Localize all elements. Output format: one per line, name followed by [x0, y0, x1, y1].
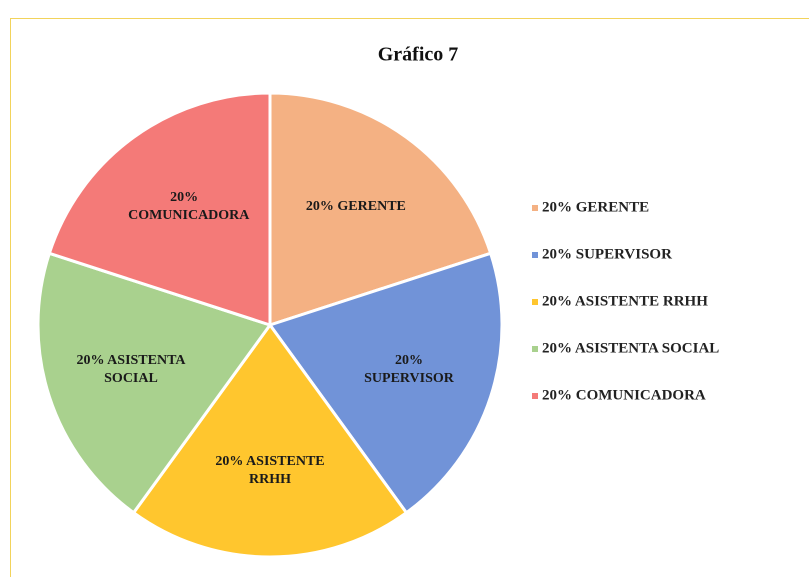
legend-entry: 20% COMUNICADORA	[542, 387, 706, 404]
legend-entry: 20% ASISTENTE RRHH	[542, 293, 708, 310]
slice-label: 20% SUPERVISOR	[364, 353, 454, 387]
pie-slice	[131, 322, 409, 559]
legend-marker	[532, 205, 538, 211]
slice-label: 20% ASISTENTE RRHH	[215, 454, 325, 488]
legend-marker	[532, 299, 538, 305]
legend-marker	[532, 393, 538, 399]
legend-entry: 20% SUPERVISOR	[542, 246, 672, 263]
pie-slice	[36, 251, 273, 515]
legend-entry: 20% GERENTE	[542, 199, 650, 216]
slice-label: 20% ASISTENTA SOCIAL	[76, 353, 186, 387]
legend-marker	[532, 346, 538, 352]
chart-title: Gráfico 7	[377, 43, 459, 66]
chart-frame	[10, 18, 809, 577]
legend-entry: 20% ASISTENTA SOCIAL	[542, 340, 720, 357]
pie-slice	[47, 91, 272, 328]
slice-label: 20% COMUNICADORA	[128, 189, 250, 223]
slice-label: 20% GERENTE	[305, 198, 406, 214]
pie-slice	[268, 91, 493, 328]
legend-marker	[532, 252, 538, 258]
pie-slice	[267, 251, 504, 515]
